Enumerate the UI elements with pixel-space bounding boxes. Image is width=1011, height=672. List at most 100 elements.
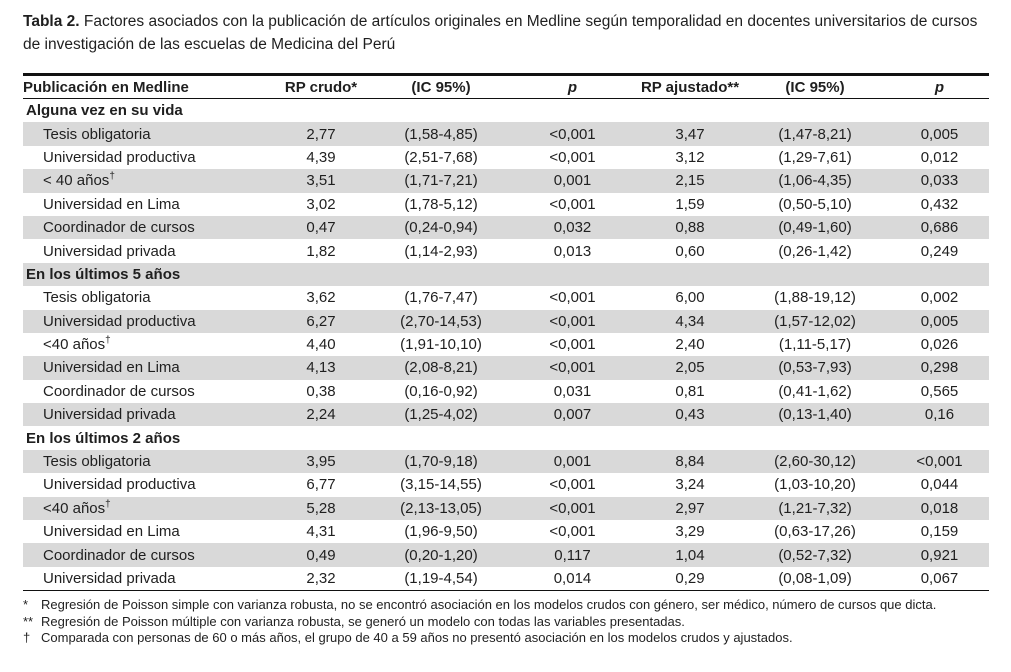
cell-p-ajustado: 0,16 <box>890 403 989 427</box>
cell-ic-crudo: (1,14-2,93) <box>404 242 478 260</box>
header-rp-ajustado: RP ajustado** <box>640 73 740 99</box>
table-row: Coordinador de cursos 0,49 (0,20-1,20) 0,11… <box>23 543 989 567</box>
cell-p-crudo: <0,001 <box>505 309 640 333</box>
row-label-text: Tesis obligatoria <box>43 289 151 307</box>
cell-ic-ajustado: (0,52-7,32) <box>740 543 890 567</box>
cell-p-crudo: 0,014 <box>505 566 640 592</box>
cell-p-crudo: 0,001 <box>505 449 640 474</box>
table-body: Alguna vez en su vida Tesis obligatoria 2,… <box>23 99 989 592</box>
cell-p-ajustado: 0,026 <box>920 336 959 354</box>
cell-rp-ajustado: 8,84 <box>640 449 740 474</box>
cell-rp-ajustado: 0,81 <box>675 382 705 400</box>
row-label: Universidad privada <box>23 566 265 592</box>
row-label: Universidad productiva <box>23 309 265 333</box>
cell-rp-crudo: 4,40 <box>306 336 336 354</box>
cell-ic-ajustado: (1,57-12,02) <box>740 309 890 333</box>
cell-ic-ajustado: (0,41-1,62) <box>778 382 852 400</box>
cell-rp-ajustado: 6,00 <box>675 289 705 307</box>
cell-p-crudo: <0,001 <box>549 195 596 213</box>
cell-ic-crudo: (1,19-4,54) <box>377 566 505 592</box>
cell-ic-ajustado: (0,50-5,10) <box>778 195 852 213</box>
table-row: Coordinador de cursos 0,47 (0,24-0,94) 0,03… <box>23 215 989 240</box>
cell-ic-ajustado: (0,26-1,42) <box>778 242 852 260</box>
cell-p-ajustado: 0,005 <box>890 122 989 146</box>
footnote-text: Comparada con personas de 60 o más años,… <box>41 630 793 645</box>
row-label-text: Tesis obligatoria <box>43 453 151 471</box>
cell-p-ajustado: 0,067 <box>890 566 989 592</box>
table-row: Tesis obligatoria 2,77 (1,58-4,85) <0,001 3,… <box>23 122 989 146</box>
row-label: Universidad productiva <box>23 146 265 169</box>
row-label: Coordinador de cursos <box>23 215 265 240</box>
row-label-text: Universidad privada <box>43 242 176 260</box>
cell-p-crudo: <0,001 <box>505 356 640 380</box>
cell-p-crudo: 0,007 <box>505 403 640 427</box>
row-label-text: < 40 años <box>43 172 110 190</box>
cell-ic-crudo: (2,51-7,68) <box>404 148 478 166</box>
header-ic-crudo: (IC 95%) <box>377 73 505 99</box>
cell-ic-ajustado: (0,49-1,60) <box>740 215 890 240</box>
row-label: Universidad en Lima <box>23 193 265 216</box>
row-label-footnote-mark: † <box>109 171 115 183</box>
row-label: Universidad productiva <box>23 473 265 496</box>
row-label-text: Coordinador de cursos <box>43 219 195 237</box>
header-ic-ajustado: (IC 95%) <box>740 73 890 99</box>
cell-p-crudo: 0,001 <box>505 169 640 193</box>
cell-ic-crudo: (1,96-9,50) <box>404 523 478 541</box>
cell-p-ajustado: 0,565 <box>920 382 959 400</box>
cell-rp-ajustado: 3,24 <box>675 476 705 494</box>
footnote-mark: † <box>23 630 31 645</box>
row-label-text: Universidad en Lima <box>43 195 180 213</box>
cell-p-ajustado: 0,249 <box>920 242 959 260</box>
row-label-text: Universidad privada <box>43 570 176 587</box>
cell-rp-crudo: 3,62 <box>306 289 336 307</box>
table-row: Tesis obligatoria 3,62 (1,76-7,47) <0,001 6,… <box>23 286 989 309</box>
cell-rp-ajustado: 0,43 <box>640 403 740 427</box>
row-label: Universidad privada <box>23 239 265 262</box>
row-label-text: <40 años <box>43 336 106 354</box>
cell-ic-crudo: (0,20-1,20) <box>377 543 505 567</box>
footnote-mark: ** <box>23 613 34 629</box>
table-row: <40 años† 4,40 (1,91-10,10) <0,001 2,40 (1,11… <box>23 333 989 356</box>
cell-p-crudo: 0,032 <box>505 215 640 240</box>
row-label: Coordinador de cursos <box>23 380 265 403</box>
row-label-footnote-mark: † <box>105 335 111 347</box>
cell-p-crudo: <0,001 <box>549 476 596 494</box>
cell-rp-ajustado: 3,47 <box>640 122 740 146</box>
header-rp-crudo: RP crudo* <box>265 73 377 99</box>
caption-label: Tabla 2. <box>23 13 80 30</box>
cell-rp-crudo: 4,39 <box>306 148 336 166</box>
cell-p-crudo: <0,001 <box>505 122 640 146</box>
cell-rp-ajustado: 2,05 <box>640 356 740 380</box>
section-row: En los últimos 2 años <box>23 426 989 449</box>
cell-p-ajustado: <0,001 <box>890 449 989 474</box>
row-label: <40 años† <box>23 496 265 521</box>
cell-p-crudo: <0,001 <box>549 148 596 166</box>
cell-rp-crudo: 2,77 <box>265 122 377 146</box>
cell-p-ajustado: 0,921 <box>890 543 989 567</box>
cell-rp-crudo: 4,13 <box>265 356 377 380</box>
table-row: Universidad en Lima 4,13 (2,08-8,21) <0,001… <box>23 356 989 380</box>
cell-p-crudo: 0,117 <box>505 543 640 567</box>
row-label-text: Tesis obligatoria <box>43 125 151 143</box>
cell-ic-crudo: (2,70-14,53) <box>377 309 505 333</box>
cell-p-crudo: <0,001 <box>549 289 596 307</box>
row-label-text: Universidad privada <box>43 406 176 424</box>
cell-rp-crudo: 3,95 <box>265 449 377 474</box>
cell-ic-ajustado: (1,21-7,32) <box>740 496 890 521</box>
cell-rp-ajustado: 0,88 <box>640 215 740 240</box>
cell-rp-ajustado: 3,12 <box>675 148 705 166</box>
cell-rp-ajustado: 1,04 <box>640 543 740 567</box>
row-label: Coordinador de cursos <box>23 543 265 567</box>
footnote: ** Regresión de Poisson múltiple con vari… <box>23 614 998 631</box>
table-row: Universidad privada 2,24 (1,25-4,02) 0,007 0… <box>23 403 989 427</box>
cell-ic-ajustado: (1,88-19,12) <box>774 289 856 307</box>
table-row: Coordinador de cursos 0,38 (0,16-0,92) 0,03… <box>23 380 989 403</box>
cell-rp-crudo: 1,82 <box>306 242 336 260</box>
row-label-text: Universidad productiva <box>43 148 196 166</box>
row-label-text: Universidad productiva <box>43 312 196 330</box>
cell-rp-ajustado: 0,60 <box>675 242 705 260</box>
cell-ic-crudo: (1,25-4,02) <box>377 403 505 427</box>
cell-rp-ajustado: 2,97 <box>640 496 740 521</box>
table-row: Universidad privada 2,32 (1,19-4,54) 0,014 0… <box>23 566 989 592</box>
table-row: Universidad en Lima 4,31 (1,96-9,50) <0,001… <box>23 520 989 543</box>
